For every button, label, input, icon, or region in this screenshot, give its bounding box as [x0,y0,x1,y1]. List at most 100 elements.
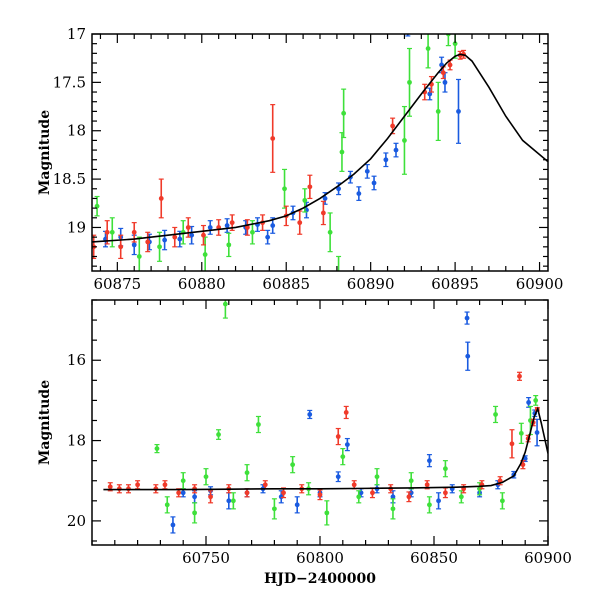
data-point [136,254,142,259]
data-point [427,502,432,508]
data-point [307,184,313,190]
data-point [447,62,453,68]
data-point [327,229,333,235]
y-tick-label: 18 [67,432,86,450]
data-point [371,180,377,186]
data-point [341,110,347,116]
data-point [226,498,232,504]
data-point [294,502,300,508]
y-tick-label: 20 [67,512,86,530]
data-point [202,252,208,257]
data-point [340,454,346,460]
data-point [170,522,176,528]
data-point [390,494,396,500]
data-point [534,430,540,435]
x-tick-label: 60900 [524,549,572,567]
data-point [358,490,364,496]
data-point [250,229,255,235]
data-point [244,225,250,230]
data-point [439,62,444,68]
data-point [390,506,396,512]
x-tick-label: 60850 [410,549,458,567]
data-point [456,108,461,114]
data-point [356,494,362,500]
data-point [107,484,113,490]
data-point [297,220,303,226]
data-point [203,474,209,480]
data-point [440,70,446,76]
data-point [436,498,441,504]
data-point [406,494,412,500]
bottom-x-axis-label: HJD−2400000 [264,571,376,587]
data-point [224,223,230,228]
data-point [320,210,326,216]
data-point [520,462,526,468]
data-point [458,494,464,500]
data-point [262,482,268,488]
data-point [493,412,498,417]
data-point [145,239,151,245]
data-point [154,446,160,452]
data-point [402,138,407,143]
data-point [443,490,448,496]
bottom-panel: 60750 60800 60850 60900 16 18 20 Magnitude HJD−2… [37,299,572,587]
data-point [408,478,414,484]
data-point [94,203,100,209]
data-point [464,315,470,321]
data-point [222,301,228,307]
data-point [518,430,524,436]
data-point [162,237,168,243]
data-point [443,466,448,472]
data-point [189,232,195,238]
data-point [164,502,170,508]
data-point [364,168,370,174]
data-point [339,149,345,155]
data-point [509,441,515,447]
y-tick-label: 18.5 [53,170,86,188]
data-point [407,79,412,85]
data-point [282,186,287,192]
data-point [425,46,431,51]
data-point [230,498,236,504]
data-point [192,494,198,500]
y-tick-label: 17 [67,25,86,43]
data-point [307,412,313,417]
data-point [272,506,277,512]
y-tick-label: 17.5 [53,73,86,91]
data-point [229,220,235,226]
data-point [162,482,168,488]
data-point [370,490,375,496]
model-curve [103,406,548,491]
model-curve [92,53,548,243]
data-point [465,353,471,359]
data-point [424,482,430,488]
x-tick-label: 60895 [431,275,479,293]
y-tick-label: 16 [67,351,86,369]
top-series-1 [94,34,458,271]
data-point [302,197,308,203]
data-point [500,498,505,504]
data-point [270,223,276,228]
data-point [351,482,357,488]
data-point [442,79,448,85]
top-panel: 60875 60880 60885 60890 60895 60900 17 17.5 18 18… [37,25,563,293]
data-point [172,234,178,240]
data-point [336,186,341,192]
data-point [104,229,110,235]
data-point [131,229,137,235]
data-point [265,234,271,240]
data-point [158,196,164,201]
data-point [180,478,186,484]
data-point [244,470,250,476]
data-point [180,490,186,496]
data-point [256,422,261,427]
bottom-plot-frame [91,299,549,546]
data-point [176,490,182,496]
data-point [435,108,441,114]
y-tick-label: 19 [67,218,86,236]
data-point [216,432,221,437]
bottom-series-0 [170,311,540,534]
data-point [226,242,232,248]
data-point [317,492,323,498]
data-point [208,494,213,500]
